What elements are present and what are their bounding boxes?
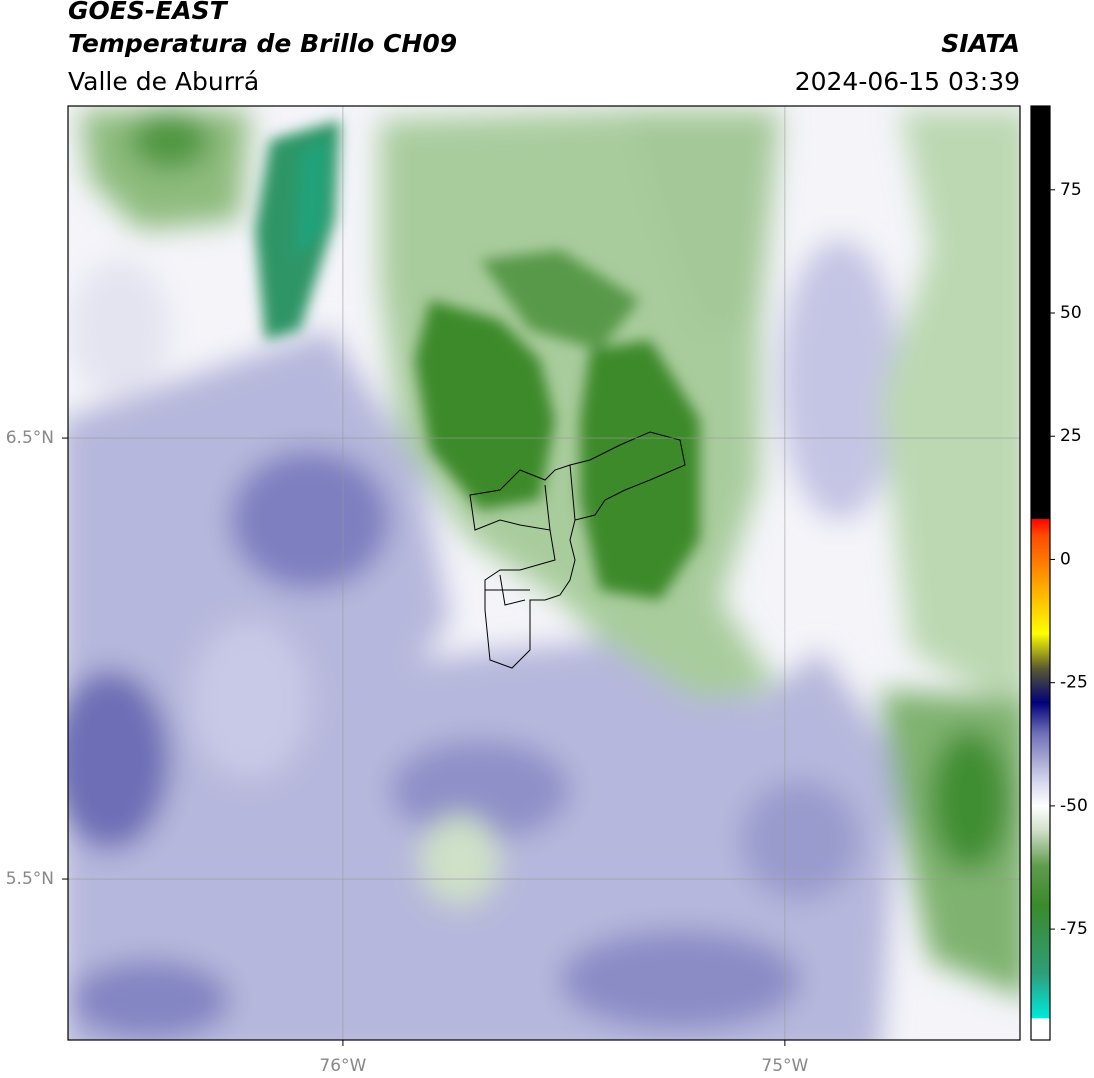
colorbar-segment: [1031, 805, 1050, 832]
colorbar-tick-label: -50: [1060, 796, 1088, 816]
datetime: 2024-06-15 03:39: [795, 67, 1020, 96]
colorbar-segment: [1031, 702, 1050, 733]
colorbar-frame: [1030, 105, 1051, 1041]
colorbar-segment: [1031, 518, 1050, 536]
subtitle: Temperatura de Brillo CH09: [68, 29, 457, 58]
colorbar-segment: [1031, 106, 1050, 520]
y-tick-label: 6.5°N: [6, 428, 54, 448]
colorbar-segment: [1031, 633, 1050, 669]
colorbar-segment: [1031, 667, 1050, 703]
title: GOES-EAST: [68, 0, 229, 25]
colorbar-tick-label: 50: [1060, 303, 1082, 323]
colorbar-segment: [1031, 1017, 1050, 1041]
x-tick-label: 75°W: [761, 1056, 808, 1076]
colorbar-segment: [1031, 584, 1050, 634]
colorbar-segment: [1031, 973, 1050, 1019]
y-tick-label: 5.5°N: [6, 869, 54, 889]
colorbar-segment: [1031, 830, 1050, 866]
colorbar-segment: [1031, 865, 1050, 905]
colorbar-tick-label: -25: [1060, 673, 1088, 693]
colorbar-tick-label: -75: [1060, 919, 1088, 939]
satellite-field: [68, 106, 1020, 1040]
colorbar-tick-label: 25: [1060, 426, 1082, 446]
region: Valle de Aburrá: [68, 67, 259, 96]
colorbar-segment: [1031, 781, 1050, 807]
colorbar-segment: [1031, 731, 1050, 782]
x-tick-label: 76°W: [319, 1056, 366, 1076]
colorbar-segment: [1031, 904, 1050, 974]
source: SIATA: [941, 29, 1020, 58]
colorbar-tick-label: 75: [1060, 180, 1082, 200]
map-frame: [67, 105, 1021, 1041]
colorbar-segment: [1031, 534, 1050, 585]
municipal-boundaries: [469, 431, 686, 669]
colorbar-tick-label: 0: [1060, 549, 1071, 569]
